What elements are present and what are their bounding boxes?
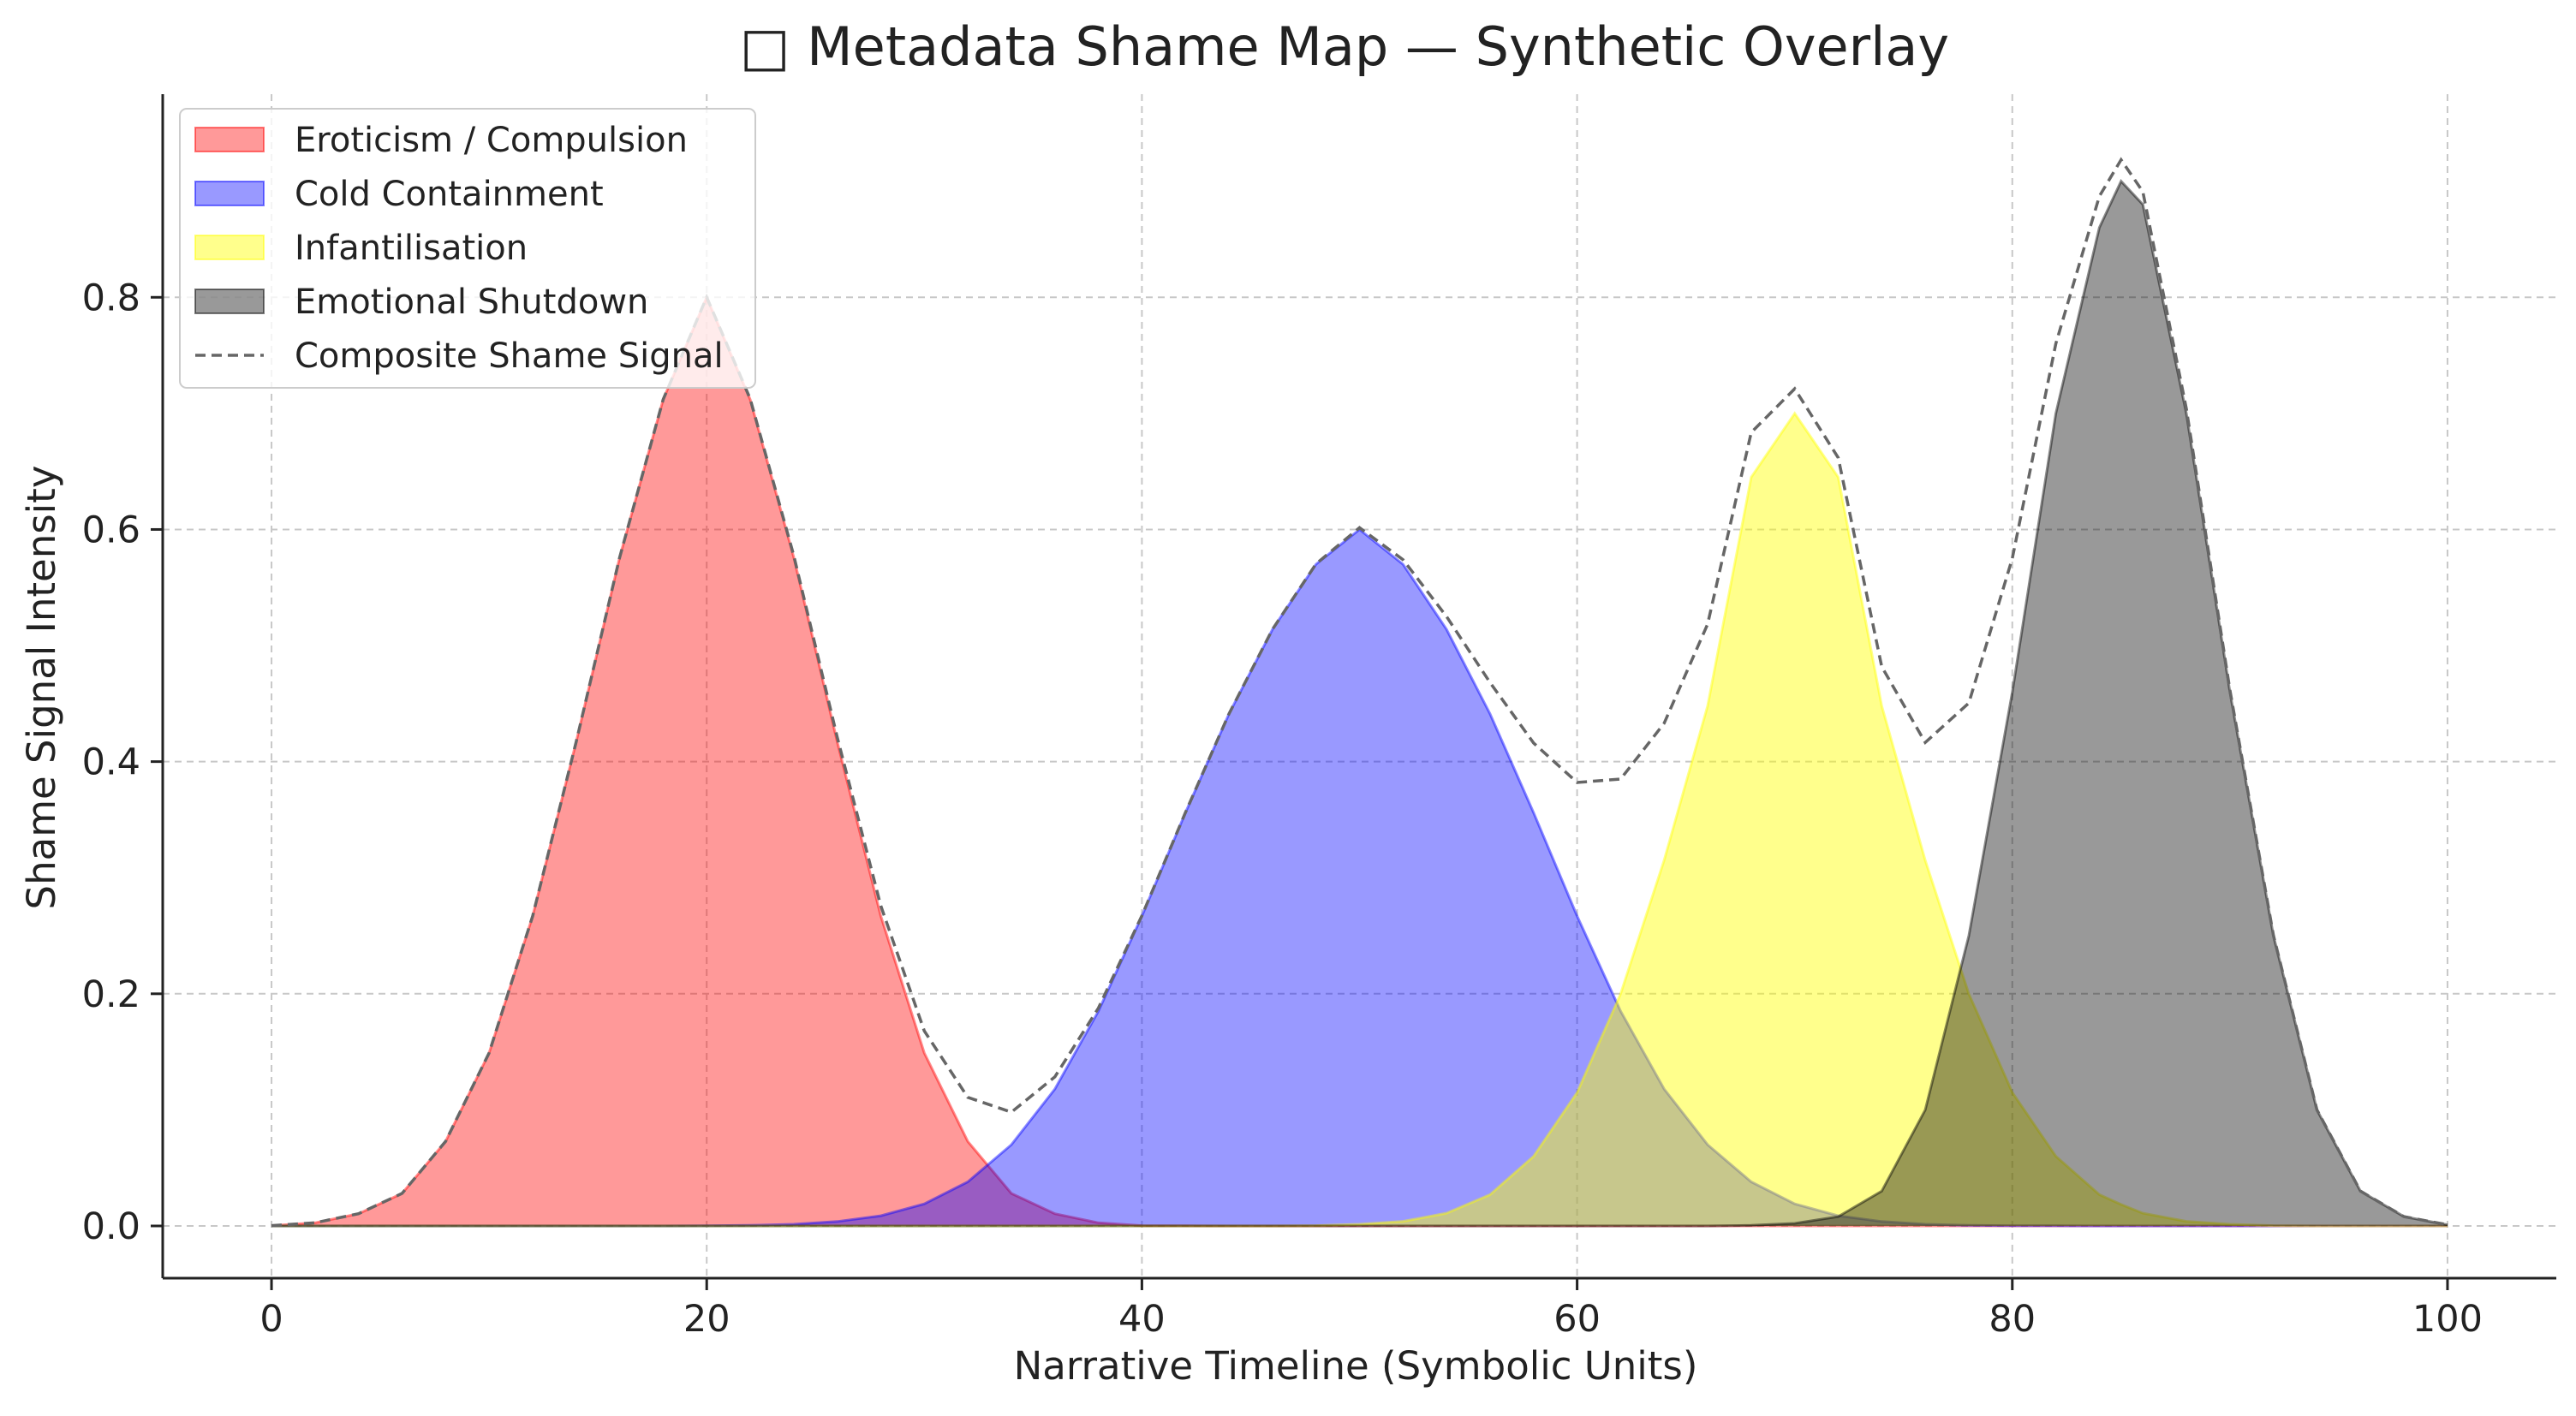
chart-title: □ Metadata Shame Map — Synthetic Overlay	[740, 15, 1949, 78]
y-axis-label: Shame Signal Intensity	[19, 466, 64, 910]
emotional-shutdown-area	[271, 181, 2448, 1227]
y-tick-label: 0.4	[82, 741, 140, 784]
x-tick-label: 0	[259, 1298, 283, 1341]
legend-swatch-eroticism-compulsion	[194, 127, 265, 152]
infantilisation-area	[271, 413, 2448, 1226]
legend-swatch-emotional-shutdown	[194, 289, 265, 314]
legend-label: Emotional Shutdown	[295, 283, 648, 322]
legend-swatch-cold-containment	[194, 181, 265, 206]
x-tick-label: 20	[683, 1298, 730, 1341]
eroticism-compulsion-area	[271, 297, 2448, 1226]
legend-swatch-infantilisation	[194, 235, 265, 260]
axes	[161, 94, 2556, 1280]
y-tick-label: 0.8	[82, 277, 140, 319]
legend-label: Cold Containment	[295, 175, 604, 214]
cold-containment-area	[271, 529, 2448, 1226]
legend-box	[179, 108, 756, 389]
x-tick-label: 80	[1989, 1298, 2036, 1341]
emotional-shutdown-edge	[271, 179, 2448, 1228]
y-tick-label: 0.6	[82, 509, 140, 551]
x-tick-label: 40	[1118, 1298, 1166, 1341]
x-axis-label: Narrative Timeline (Symbolic Units)	[1014, 1343, 1698, 1389]
legend-label: Composite Shame Signal	[295, 336, 724, 376]
ticks: 0 20 40 60 80 100 0.0 0.2 0.4 0.6 0.8	[82, 277, 2483, 1341]
series-lines	[271, 157, 2448, 1228]
y-tick-label: 0.2	[82, 973, 140, 1016]
x-tick-label: 100	[2412, 1298, 2483, 1341]
composite-shame-signal-line	[271, 157, 2448, 1228]
legend-label: Eroticism / Compulsion	[295, 121, 688, 160]
infantilisation-edge	[271, 411, 2448, 1228]
cold-containment-edge	[271, 527, 2448, 1228]
y-tick-label: 0.0	[82, 1205, 140, 1248]
legend: Eroticism / Compulsion Cold Containment In…	[179, 108, 756, 389]
x-tick-label: 60	[1553, 1298, 1601, 1341]
legend-label: Infantilisation	[295, 229, 528, 268]
